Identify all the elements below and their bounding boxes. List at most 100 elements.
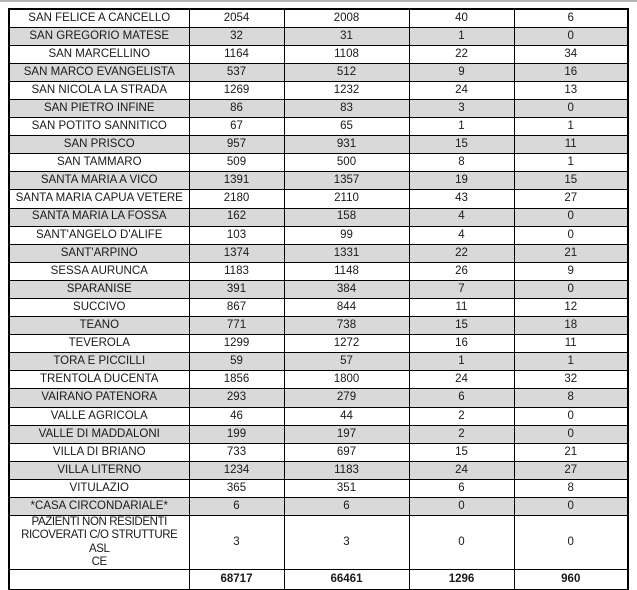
value-cell: 44 — [283, 406, 410, 426]
value-cell: 351 — [283, 478, 410, 499]
value-cell: 1148 — [283, 261, 410, 281]
value-cell: 13 — [513, 80, 629, 100]
table-row: TRENTOLA DUCENTA 1856 1800 24 32 — [8, 370, 629, 390]
municipality-name-cell: TORA E PICCILLI — [8, 352, 190, 372]
value-cell: 2 — [408, 424, 515, 444]
table-row: SAN GREGORIO MATESE 32 31 1 0 — [8, 26, 629, 46]
value-cell: 509 — [188, 153, 285, 173]
value-cell: 24 — [408, 460, 515, 480]
value-cell: 2110 — [283, 189, 410, 209]
value-cell: 40 — [408, 8, 515, 28]
table-row: SAN TAMMARO 509 500 8 1 — [8, 153, 629, 173]
value-cell: 6 — [513, 8, 629, 28]
table-row: VAIRANO PATENORA 293 279 6 8 — [8, 388, 629, 408]
value-cell: 0 — [513, 26, 629, 46]
totals-label-cell — [8, 569, 190, 590]
table-row: SANT'ANGELO D'ALIFE 103 99 4 0 — [8, 225, 629, 245]
table-row: SANTA MARIA LA FOSSA 162 158 4 0 — [8, 207, 629, 227]
municipality-name-cell: VITULAZIO — [8, 478, 190, 499]
table-row: TEANO 771 738 15 18 — [8, 316, 629, 336]
value-cell: 16 — [408, 334, 515, 354]
value-cell: 26 — [408, 261, 515, 281]
value-cell: 1183 — [188, 261, 285, 281]
value-cell: 365 — [188, 478, 285, 499]
value-cell: 15 — [513, 171, 629, 191]
municipality-name-cell: VALLE DI MADDALONI — [8, 424, 190, 444]
value-cell: 43 — [408, 189, 515, 209]
value-cell: 7 — [408, 279, 515, 300]
value-cell: 18 — [513, 316, 629, 336]
value-cell: 99 — [283, 225, 410, 245]
value-cell: 0 — [513, 406, 629, 426]
value-cell: 11 — [408, 297, 515, 318]
table-body: SAN FELICE A CANCELLO 2054 2008 40 6 SAN GREG… — [8, 8, 629, 590]
municipality-name-cell: SUCCIVO — [8, 297, 190, 318]
value-cell: 24 — [408, 80, 515, 100]
value-cell: 1 — [408, 26, 515, 46]
value-cell: 1272 — [283, 334, 410, 354]
municipality-name-cell: *CASA CIRCONDARIALE* — [8, 497, 190, 517]
value-cell: 65 — [283, 117, 410, 137]
value-cell: 1 — [513, 352, 629, 372]
municipality-name-cell: TEVEROLA — [8, 334, 190, 354]
value-cell: 6 — [283, 497, 410, 517]
value-cell: 32 — [513, 370, 629, 390]
asl-ce-municipality-table: SAN FELICE A CANCELLO 2054 2008 40 6 SAN GREG… — [8, 8, 629, 590]
value-cell: 57 — [283, 352, 410, 372]
value-cell: 16 — [513, 62, 629, 82]
municipality-name-cell: SAN FELICE A CANCELLO — [8, 8, 190, 28]
value-cell: 2180 — [188, 189, 285, 209]
value-cell: 931 — [283, 135, 410, 155]
value-cell: 21 — [513, 442, 629, 462]
value-cell: 158 — [283, 207, 410, 227]
municipality-name-cell: TEANO — [8, 316, 190, 336]
value-cell: 8 — [408, 153, 515, 173]
value-cell: 24 — [408, 370, 515, 390]
table-row: VITULAZIO 365 351 6 8 — [8, 478, 629, 499]
value-cell: 0 — [408, 515, 515, 570]
value-cell: 1108 — [283, 44, 410, 64]
value-cell: 15 — [408, 442, 515, 462]
value-cell: 1 — [408, 352, 515, 372]
municipality-name-cell: SAN GREGORIO MATESE — [8, 26, 190, 46]
value-cell: 34 — [513, 44, 629, 64]
municipality-name-cell: VALLE AGRICOLA — [8, 406, 190, 426]
totals-row: 68717 66461 1296 960 — [8, 569, 629, 590]
totals-value-cell: 960 — [513, 569, 629, 590]
value-cell: 19 — [408, 171, 515, 191]
table-row: SUCCIVO 867 844 11 12 — [8, 297, 629, 318]
value-cell: 1331 — [283, 243, 410, 263]
municipality-name-cell: VILLA LITERNO — [8, 460, 190, 480]
value-cell: 59 — [188, 352, 285, 372]
table-row: SESSA AURUNCA 1183 1148 26 9 — [8, 261, 629, 281]
value-cell: 0 — [513, 515, 629, 570]
municipality-name-cell: SANT'ARPINO — [8, 243, 190, 263]
value-cell: 6 — [408, 388, 515, 408]
value-cell: 1391 — [188, 171, 285, 191]
value-cell: 67 — [188, 117, 285, 137]
value-cell: 1 — [513, 117, 629, 137]
value-cell: 1374 — [188, 243, 285, 263]
table-row: SAN FELICE A CANCELLO 2054 2008 40 6 — [8, 8, 629, 28]
municipality-name-cell: SANT'ANGELO D'ALIFE — [8, 225, 190, 245]
value-cell: 9 — [513, 261, 629, 281]
municipality-name-cell: SAN MARCELLINO — [8, 44, 190, 64]
value-cell: 391 — [188, 279, 285, 300]
table-row: SANT'ARPINO 1374 1331 22 21 — [8, 243, 629, 263]
value-cell: 11 — [513, 135, 629, 155]
value-cell: 4 — [408, 207, 515, 227]
value-cell: 1856 — [188, 370, 285, 390]
value-cell: 22 — [408, 44, 515, 64]
table-row: SAN PRISCO 957 931 15 11 — [8, 135, 629, 155]
value-cell: 0 — [513, 279, 629, 300]
value-cell: 1164 — [188, 44, 285, 64]
municipality-name-cell: VILLA DI BRIANO — [8, 442, 190, 462]
municipality-name-cell: SANTA MARIA CAPUA VETERE — [8, 189, 190, 209]
value-cell: 83 — [283, 98, 410, 119]
value-cell: 0 — [513, 98, 629, 119]
value-cell: 197 — [283, 424, 410, 444]
municipality-name-cell: TRENTOLA DUCENTA — [8, 370, 190, 390]
value-cell: 11 — [513, 334, 629, 354]
value-cell: 738 — [283, 316, 410, 336]
table-row: *CASA CIRCONDARIALE* 6 6 0 0 — [8, 497, 629, 517]
